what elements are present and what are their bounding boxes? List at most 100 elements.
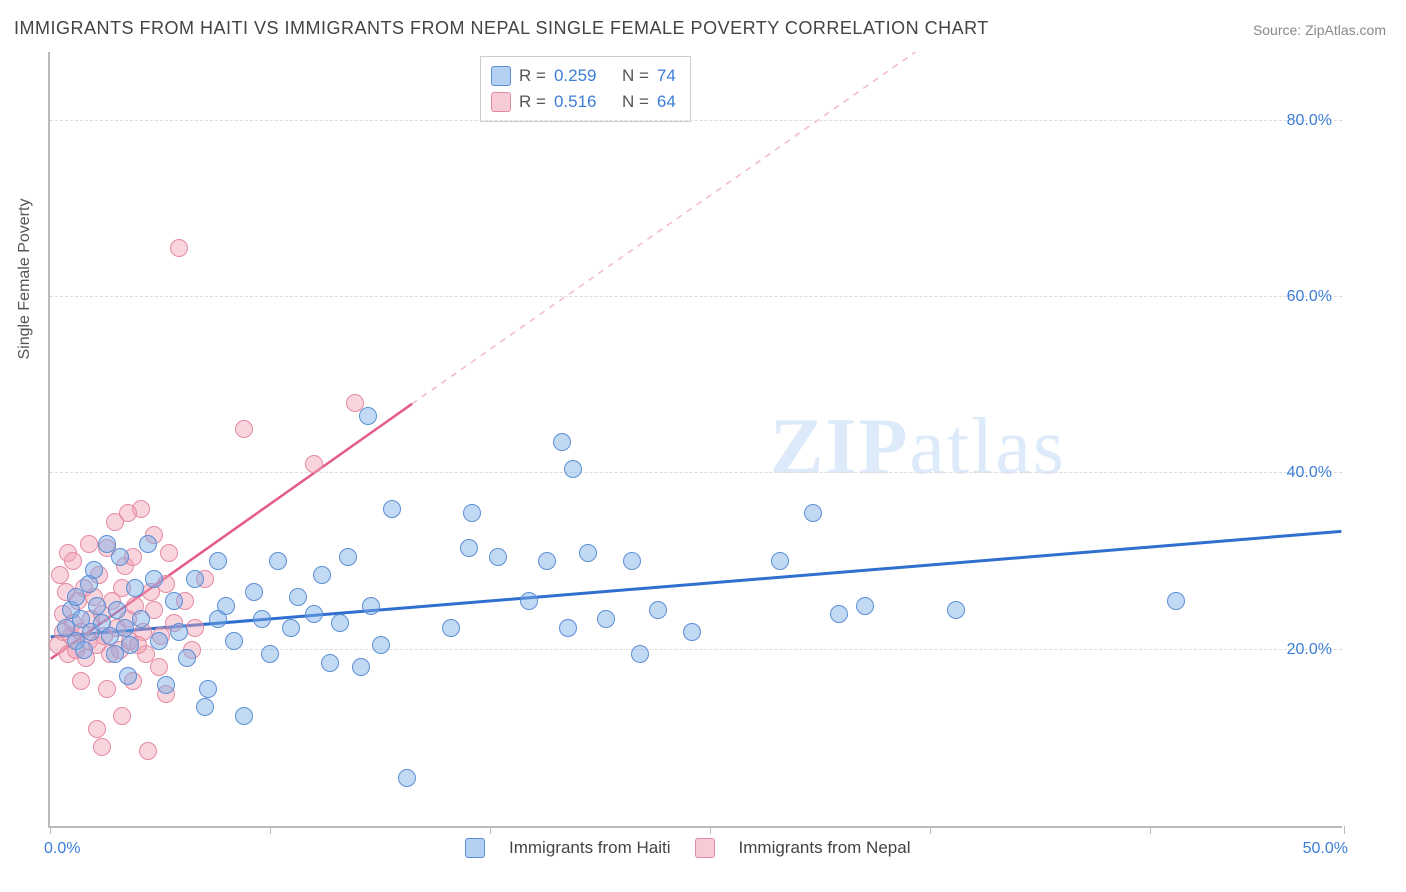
data-point bbox=[165, 592, 183, 610]
data-point bbox=[947, 601, 965, 619]
data-point bbox=[119, 504, 137, 522]
data-point bbox=[199, 680, 217, 698]
data-point bbox=[93, 738, 111, 756]
data-point bbox=[269, 552, 287, 570]
data-point bbox=[362, 597, 380, 615]
data-point bbox=[126, 579, 144, 597]
data-point bbox=[442, 619, 460, 637]
r-value-blue: 0.259 bbox=[554, 63, 597, 89]
chart-title: IMMIGRANTS FROM HAITI VS IMMIGRANTS FROM… bbox=[14, 18, 989, 39]
source-label: Source: ZipAtlas.com bbox=[1253, 22, 1386, 38]
gridline bbox=[50, 649, 1342, 650]
legend-label-blue: Immigrants from Haiti bbox=[509, 838, 671, 858]
data-point bbox=[463, 504, 481, 522]
data-point bbox=[331, 614, 349, 632]
data-point bbox=[121, 636, 139, 654]
data-point bbox=[359, 407, 377, 425]
data-point bbox=[856, 597, 874, 615]
watermark-rest: atlas bbox=[909, 403, 1066, 491]
ytick-label: 80.0% bbox=[1287, 112, 1332, 130]
data-point bbox=[170, 623, 188, 641]
r-label: R = bbox=[519, 89, 546, 115]
data-point bbox=[398, 769, 416, 787]
data-point bbox=[64, 552, 82, 570]
n-label: N = bbox=[622, 89, 649, 115]
data-point bbox=[305, 455, 323, 473]
data-point bbox=[145, 570, 163, 588]
n-label: N = bbox=[622, 63, 649, 89]
ytick-label: 40.0% bbox=[1287, 464, 1332, 482]
data-point bbox=[139, 742, 157, 760]
data-point bbox=[804, 504, 822, 522]
data-point bbox=[186, 570, 204, 588]
data-point bbox=[282, 619, 300, 637]
xtick bbox=[710, 826, 711, 834]
xtick bbox=[1150, 826, 1151, 834]
data-point bbox=[225, 632, 243, 650]
watermark: ZIPatlas bbox=[770, 402, 1066, 493]
data-point bbox=[830, 605, 848, 623]
data-point bbox=[313, 566, 331, 584]
xtick bbox=[50, 826, 51, 834]
data-point bbox=[771, 552, 789, 570]
bottom-legend: Immigrants from Haiti Immigrants from Ne… bbox=[465, 838, 910, 858]
data-point bbox=[460, 539, 478, 557]
gridline bbox=[50, 472, 1342, 473]
data-point bbox=[553, 433, 571, 451]
data-point bbox=[1167, 592, 1185, 610]
data-point bbox=[321, 654, 339, 672]
data-point bbox=[178, 649, 196, 667]
plot-area: ZIPatlas R = 0.259 N = 74 R = 0.516 N = … bbox=[48, 52, 1342, 828]
data-point bbox=[139, 535, 157, 553]
data-point bbox=[150, 632, 168, 650]
swatch-blue-icon bbox=[491, 66, 511, 86]
data-point bbox=[520, 592, 538, 610]
data-point bbox=[119, 667, 137, 685]
r-label: R = bbox=[519, 63, 546, 89]
data-point bbox=[217, 597, 235, 615]
trend-line bbox=[51, 531, 1342, 637]
watermark-bold: ZIP bbox=[770, 403, 909, 491]
data-point bbox=[372, 636, 390, 654]
data-point bbox=[150, 658, 168, 676]
swatch-blue-icon bbox=[465, 838, 485, 858]
data-point bbox=[538, 552, 556, 570]
data-point bbox=[98, 680, 116, 698]
data-point bbox=[683, 623, 701, 641]
data-point bbox=[157, 676, 175, 694]
xtick bbox=[1344, 826, 1345, 834]
swatch-pink-icon bbox=[695, 838, 715, 858]
xtick bbox=[270, 826, 271, 834]
r-value-pink: 0.516 bbox=[554, 89, 597, 115]
data-point bbox=[245, 583, 263, 601]
data-point bbox=[253, 610, 271, 628]
xtick bbox=[930, 826, 931, 834]
correlation-legend: R = 0.259 N = 74 R = 0.516 N = 64 bbox=[480, 56, 691, 122]
gridline bbox=[50, 296, 1342, 297]
data-point bbox=[305, 605, 323, 623]
legend-row-pink: R = 0.516 N = 64 bbox=[491, 89, 676, 115]
data-point bbox=[235, 707, 253, 725]
data-point bbox=[75, 641, 93, 659]
gridline bbox=[50, 120, 1342, 121]
data-point bbox=[196, 698, 214, 716]
data-point bbox=[80, 535, 98, 553]
legend-row-blue: R = 0.259 N = 74 bbox=[491, 63, 676, 89]
data-point bbox=[383, 500, 401, 518]
data-point bbox=[108, 601, 126, 619]
y-axis-label: Single Female Poverty bbox=[16, 199, 34, 360]
data-point bbox=[489, 548, 507, 566]
ytick-label: 60.0% bbox=[1287, 288, 1332, 306]
data-point bbox=[579, 544, 597, 562]
data-point bbox=[186, 619, 204, 637]
n-value-blue: 74 bbox=[657, 63, 676, 89]
xtick bbox=[490, 826, 491, 834]
data-point bbox=[235, 420, 253, 438]
data-point bbox=[261, 645, 279, 663]
data-point bbox=[88, 597, 106, 615]
swatch-pink-icon bbox=[491, 92, 511, 112]
data-point bbox=[160, 544, 178, 562]
xtick-label-left: 0.0% bbox=[44, 840, 80, 858]
data-point bbox=[113, 707, 131, 725]
data-point bbox=[339, 548, 357, 566]
